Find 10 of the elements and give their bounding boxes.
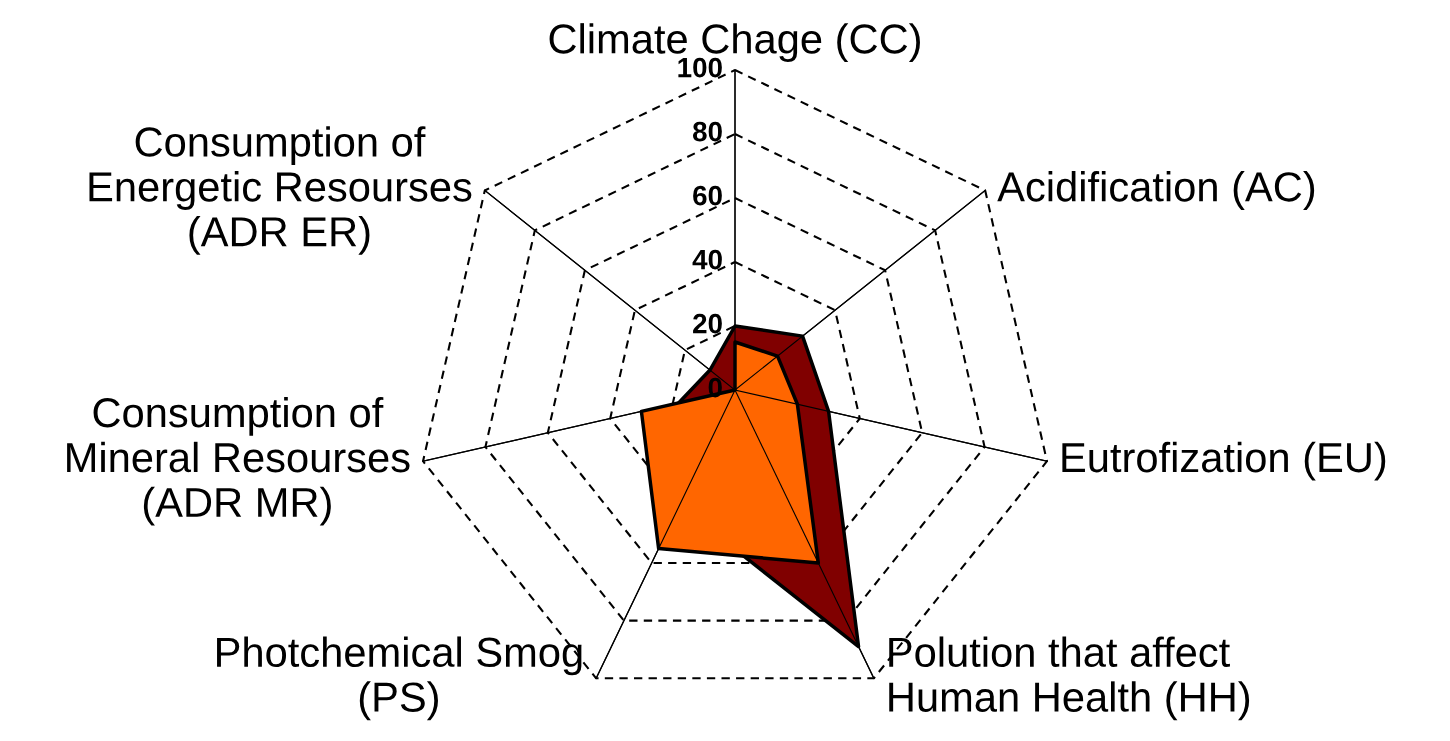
spoke-label: Acidification (AC) (997, 171, 1315, 210)
spoke-label: Consumption of Energetic Resourses (ADR ER) (89, 126, 472, 255)
y-tick-label: 80 (692, 121, 722, 142)
y-tick-label: 60 (693, 185, 722, 206)
y-tick-label: 20 (693, 313, 722, 334)
spoke-label: Polution that affect Human Health (HH) (889, 636, 1250, 721)
y-tick-label: 40 (692, 249, 722, 270)
spoke-label: Eutrofization (EU) (1062, 441, 1386, 481)
spoke-label: Consumption of Mineral Resourses (ADR MR) (67, 396, 410, 526)
spoke-label: Photchemical Smog (PS) (217, 636, 582, 721)
